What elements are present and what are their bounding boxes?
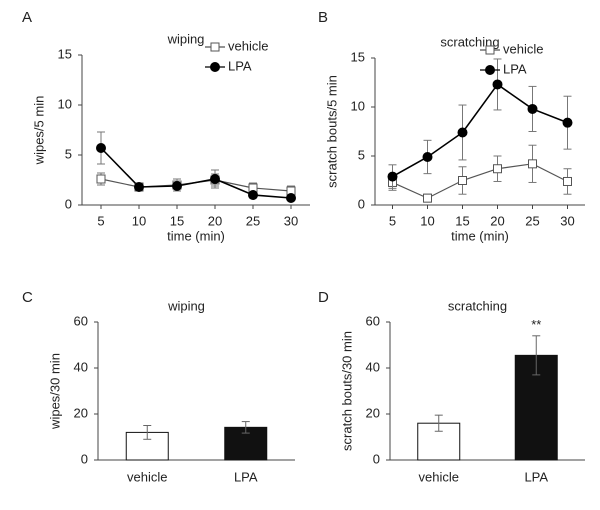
y-tick-label: 15 xyxy=(58,46,72,61)
marker xyxy=(563,176,572,186)
y-tick-label: 0 xyxy=(65,196,72,211)
x-tick-label: 5 xyxy=(97,213,104,228)
x-tick-label: 25 xyxy=(246,213,260,228)
series-line xyxy=(100,178,292,192)
y-tick-label: 40 xyxy=(74,359,88,374)
marker xyxy=(387,171,398,182)
panel-label: B xyxy=(318,9,328,26)
y-tick-label: 60 xyxy=(366,313,380,328)
y-tick-label: 10 xyxy=(58,96,72,111)
chart-title: wiping xyxy=(167,31,205,46)
y-tick-label: 40 xyxy=(366,359,380,374)
y-tick-label: 5 xyxy=(358,147,365,162)
y-axis-label: wipes/5 min xyxy=(31,96,46,166)
marker xyxy=(457,127,468,138)
series-line xyxy=(392,163,568,199)
legend-marker xyxy=(210,42,220,52)
y-tick-label: 5 xyxy=(65,146,72,161)
marker xyxy=(492,79,503,90)
marker xyxy=(458,176,467,185)
marker xyxy=(96,174,106,184)
marker xyxy=(562,117,573,128)
legend-label: LPA xyxy=(503,61,527,76)
chart-title: scratching xyxy=(440,34,499,49)
marker xyxy=(96,143,106,153)
x-tick-label: 15 xyxy=(455,213,469,228)
x-tick-label: 20 xyxy=(208,213,222,228)
legend-label: vehicle xyxy=(503,41,543,56)
bar xyxy=(224,426,268,461)
marker xyxy=(210,174,220,184)
y-axis-label: wipes/30 min xyxy=(47,353,62,430)
chart-title: wiping xyxy=(167,298,205,313)
marker xyxy=(423,193,432,203)
x-tick-label: 10 xyxy=(132,213,146,228)
marker xyxy=(248,190,258,200)
y-axis-label: scratch bouts/5 min xyxy=(324,75,339,188)
x-tick-label: 25 xyxy=(525,213,539,228)
legend-marker xyxy=(485,65,495,75)
chart-title: scratching xyxy=(448,298,507,313)
marker xyxy=(286,193,296,203)
legend-marker xyxy=(485,45,495,55)
annotation: ** xyxy=(531,317,541,332)
x-axis-label: time (min) xyxy=(167,228,225,243)
panel-label: A xyxy=(22,9,32,26)
y-tick-label: 15 xyxy=(351,49,365,64)
x-tick-label: 30 xyxy=(560,213,574,228)
y-tick-label: 0 xyxy=(358,196,365,211)
legend-marker xyxy=(210,62,220,72)
marker xyxy=(172,181,182,191)
marker xyxy=(134,182,144,192)
marker xyxy=(528,159,537,169)
x-tick-label: 20 xyxy=(490,213,504,228)
x-tick-label: 15 xyxy=(170,213,184,228)
y-tick-label: 60 xyxy=(74,313,88,328)
y-tick-label: 0 xyxy=(373,451,380,466)
panel-label: C xyxy=(22,289,33,306)
panel-label: D xyxy=(318,289,329,306)
y-tick-label: 20 xyxy=(366,405,380,420)
y-tick-label: 0 xyxy=(81,451,88,466)
legend-label: LPA xyxy=(228,58,252,73)
marker xyxy=(527,103,538,114)
marker xyxy=(422,151,433,162)
series-line xyxy=(100,147,292,199)
x-tick-label: LPA xyxy=(524,469,548,484)
y-tick-label: 10 xyxy=(351,98,365,113)
x-tick-label: vehicle xyxy=(127,469,167,484)
y-axis-label: scratch bouts/30 min xyxy=(339,331,354,451)
series-line xyxy=(392,83,568,178)
y-tick-label: 20 xyxy=(74,405,88,420)
x-tick-label: 10 xyxy=(420,213,434,228)
x-tick-label: LPA xyxy=(234,469,258,484)
legend-label: vehicle xyxy=(228,38,268,53)
x-tick-label: vehicle xyxy=(419,469,459,484)
marker xyxy=(493,164,502,174)
x-tick-label: 5 xyxy=(389,213,396,228)
x-axis-label: time (min) xyxy=(451,228,509,243)
x-tick-label: 30 xyxy=(284,213,298,228)
